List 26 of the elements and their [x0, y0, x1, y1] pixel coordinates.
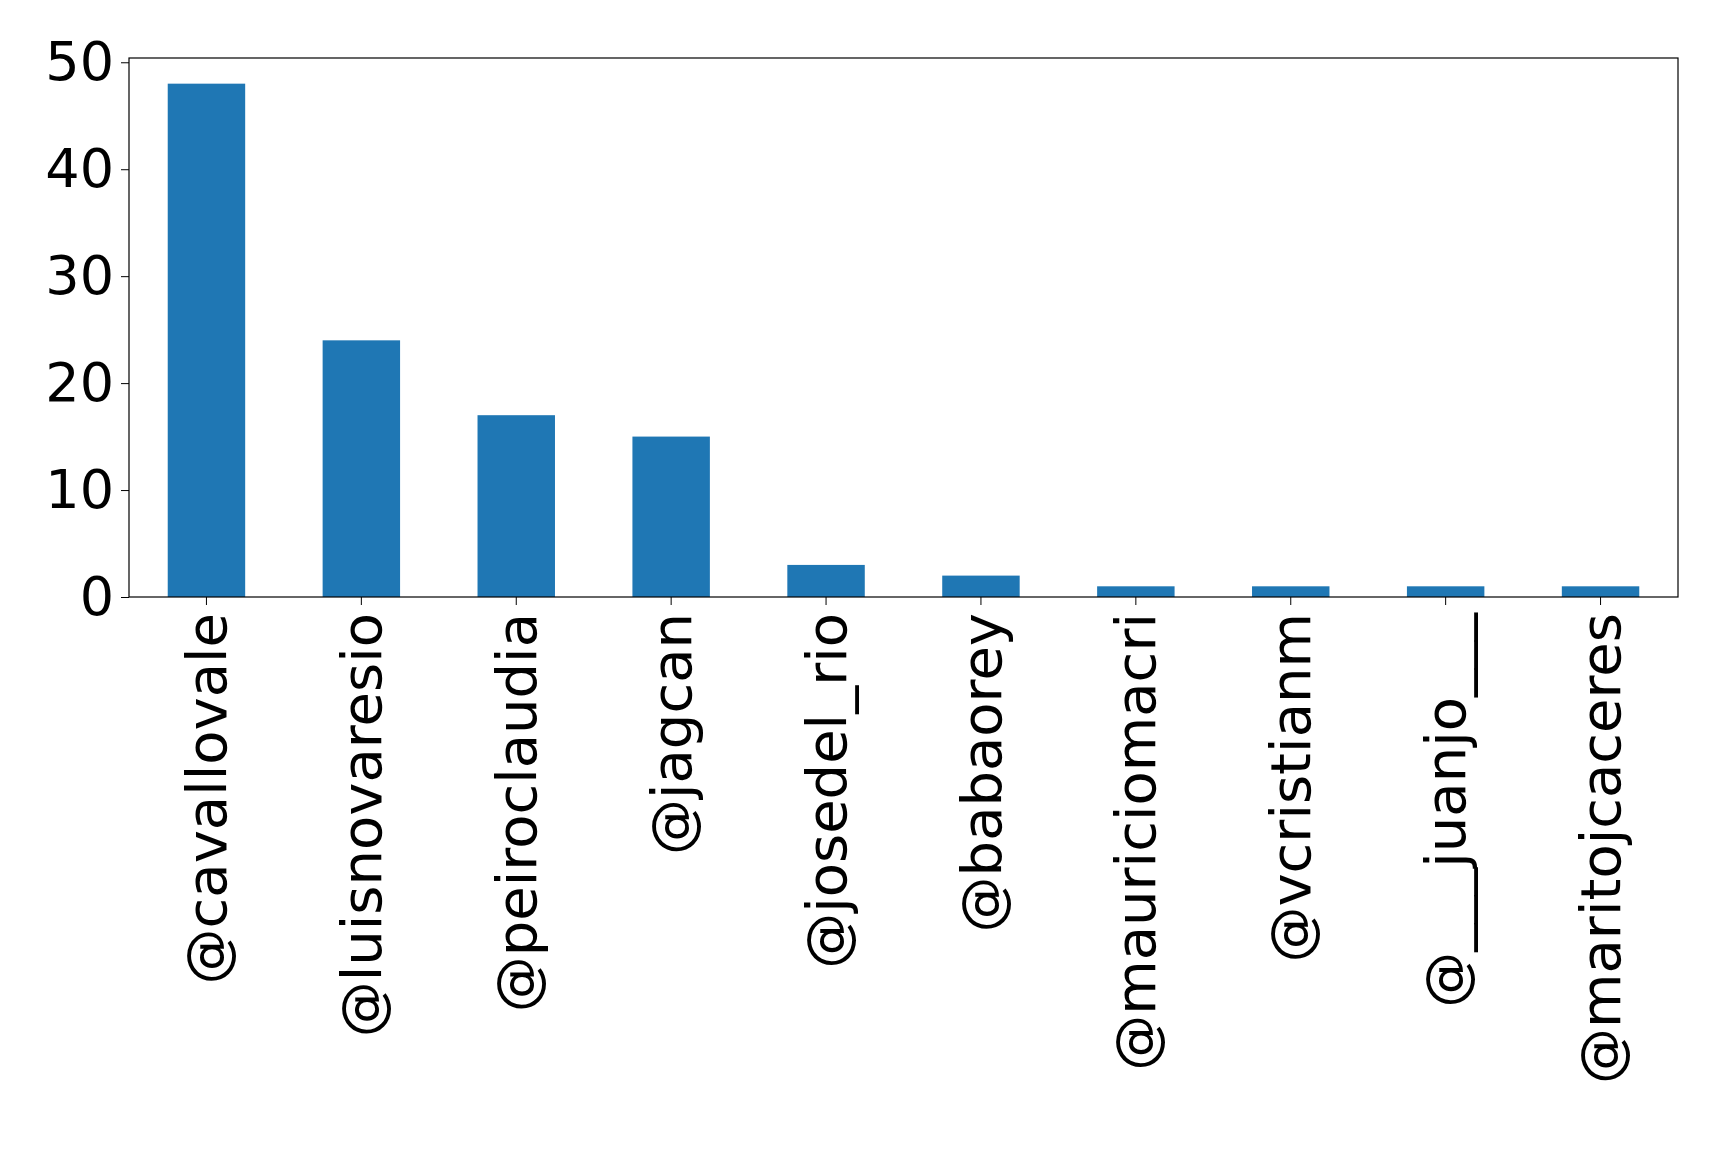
bar	[1097, 586, 1175, 597]
y-tick-label: 40	[45, 137, 114, 200]
y-tick-label: 20	[45, 350, 114, 414]
bar	[787, 564, 865, 597]
bar	[632, 436, 710, 597]
y-tick-label: 50	[45, 30, 114, 94]
bar	[1252, 586, 1330, 597]
x-tick-label: @luisnovaresio	[328, 613, 394, 1038]
bar	[322, 340, 401, 597]
x-tick-label: @peiroclaudia	[483, 613, 549, 1013]
y-tick-label: 10	[45, 457, 114, 521]
bar	[1406, 586, 1485, 597]
x-tick-label: @mauriciomacri	[1103, 613, 1169, 1071]
x-tick-label: @josedel_rio	[793, 613, 859, 969]
x-tick-label: @cavallovale	[174, 613, 240, 985]
bar	[1561, 586, 1640, 597]
y-tick-label: 30	[45, 243, 114, 307]
x-tick-label: @maritojcaceres	[1568, 613, 1634, 1084]
y-tick-label: 0	[79, 564, 114, 628]
x-tick-label: @vcristianm	[1258, 613, 1324, 963]
x-tick-label: @babaorey	[948, 613, 1014, 933]
bar	[167, 83, 246, 597]
x-tick-label: @jagcan	[638, 613, 704, 856]
x-tick-label: @___juanjo___	[1413, 612, 1479, 1008]
bar	[942, 575, 1020, 597]
bar	[477, 415, 555, 597]
